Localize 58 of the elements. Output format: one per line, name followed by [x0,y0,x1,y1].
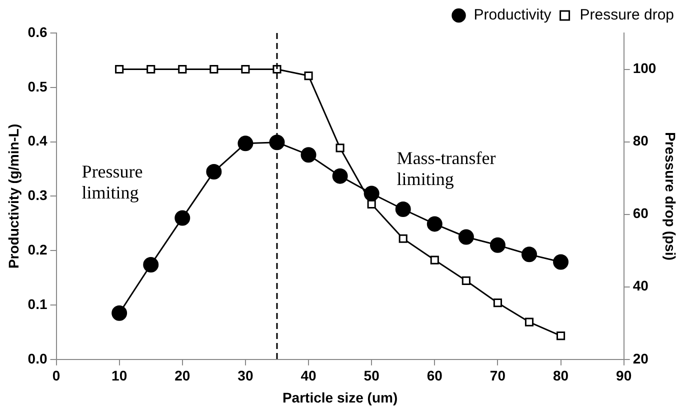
point [395,202,411,218]
point [178,64,187,74]
y2-tick-label: 60 [632,205,649,222]
y2-tick-label: 100 [632,60,656,76]
point [146,64,156,74]
point [143,256,159,272]
y-tick-label: 0.6 [28,24,48,40]
annotation: Pressure limiting [82,161,143,202]
annotation: Mass-transfer limiting [396,148,496,190]
point [174,210,190,226]
point [430,256,439,264]
point [336,144,344,152]
x-tick-label: 60 [426,368,443,384]
legend-label: Productivity [474,6,552,24]
legend-label: Pressure drop [580,6,674,24]
x-tick-label: 50 [364,368,380,384]
point [115,64,124,74]
x-tick-label: 30 [238,368,254,384]
y-tick-label: 0.4 [28,132,48,149]
point [490,237,506,253]
x-tick-label: 10 [112,368,128,384]
point [398,234,408,243]
x-tick-label: 80 [552,368,569,384]
y2-tick-label: 20 [632,350,649,366]
x-tick-label: 70 [490,368,506,384]
point [426,216,442,232]
point [493,298,502,308]
x-tick-label: 20 [174,368,190,384]
x-tick-label: 90 [616,368,632,384]
y-tick-label: 0.3 [28,187,48,204]
y2-axis-title: Pressure drop (psi) [662,132,679,260]
y2-tick-label: 80 [632,132,649,149]
y-axis-title: Productivity (g/min-L) [5,124,22,269]
point [458,229,474,245]
point [238,136,254,152]
point [553,254,569,270]
point [300,147,316,163]
point [462,276,470,285]
y-tick-label: 0.5 [28,78,48,94]
point [524,318,534,326]
x-axis-title: Particle size (um) [282,389,398,406]
y-tick-label: 0.0 [28,350,48,366]
point [367,200,376,208]
point [269,134,285,150]
x-tick-label: 0 [52,368,60,384]
point [304,72,313,80]
point [364,186,380,202]
y2-tick-label: 40 [632,278,649,294]
y-tick-label: 0.2 [28,241,48,258]
point [112,305,128,321]
point [521,246,537,262]
x-tick-label: 40 [300,368,317,384]
y-tick-label: 0.1 [28,296,48,312]
point [206,164,222,180]
point [210,64,218,74]
point [332,168,348,184]
point [241,64,250,74]
point [556,332,566,340]
